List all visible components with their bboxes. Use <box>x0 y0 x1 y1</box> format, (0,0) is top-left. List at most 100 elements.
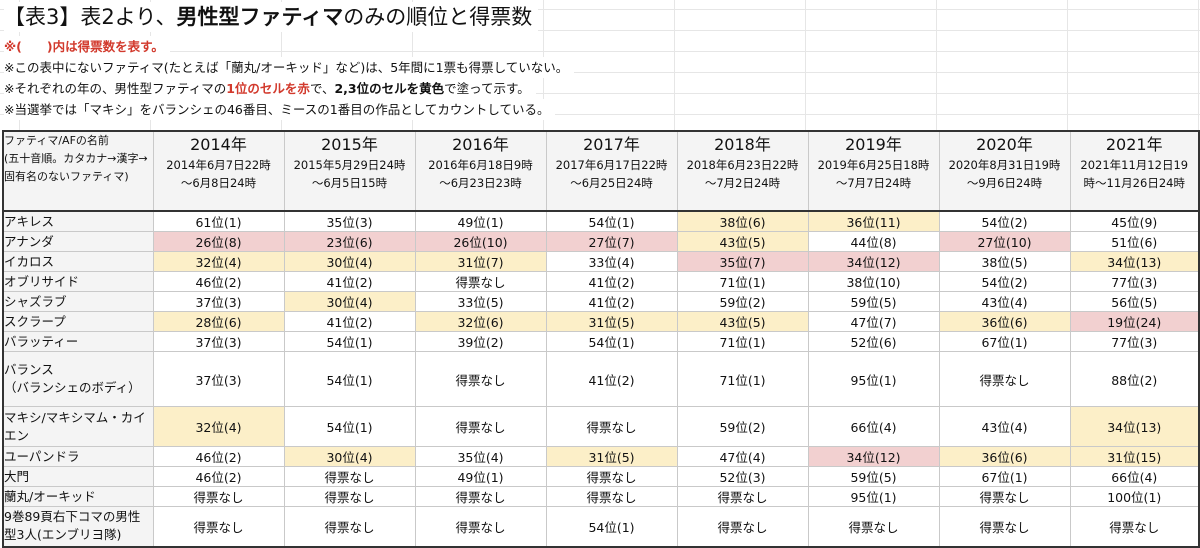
table-row: シャズラブ 37位(3) 30位(4) 33位(5) 41位(2) 59位(2) 59位(5… <box>2 291 1200 312</box>
rank-cell: 61位(1) <box>152 210 285 232</box>
rank-cell: 得票なし <box>283 486 416 507</box>
rank-cell: 46位(2) <box>152 466 285 487</box>
fatima-name-cell: アキレス <box>2 210 154 232</box>
year-column-header: 2017年 2017年6月17日22時 〜6月25日24時 <box>545 130 678 212</box>
rank-cell: 71位(1) <box>676 271 809 292</box>
rank-cell: 38位(5) <box>938 251 1071 272</box>
ranking-table: ファティマ/AFの名前 (五十音順。カタカナ→漢字→固有名のないファティマ) 2… <box>2 130 1200 548</box>
table-row: バラッティー 37位(3) 54位(1) 39位(2) 54位(1) 71位(1) 52位(… <box>2 331 1200 352</box>
rank-cell: 得票なし <box>545 406 678 447</box>
rank-cell: 95位(1) <box>807 351 940 407</box>
table-header-row: ファティマ/AFの名前 (五十音順。カタカナ→漢字→固有名のないファティマ) 2… <box>2 130 1200 212</box>
fatima-name-cell: シャズラブ <box>2 291 154 312</box>
rank-cell: 34位(12) <box>807 446 940 467</box>
rank-cell: 得票なし <box>283 466 416 487</box>
year-label: 2017年 <box>583 135 640 154</box>
fatima-name-cell: 9巻89頁右下コマの男性型3人(エンブリヨ隊) <box>2 506 154 547</box>
rank-cell: 54位(1) <box>545 331 678 352</box>
rank-cell: 36位(11) <box>807 210 940 232</box>
table-row: アナンダ 26位(8) 23位(6) 26位(10) 27位(7) 43位(5) 44位(8… <box>2 231 1200 252</box>
rank-cell: 19位(24) <box>1069 311 1200 332</box>
rank-cell: 41位(2) <box>283 311 416 332</box>
rank-cell: 66位(4) <box>1069 466 1200 487</box>
rank-cell: 41位(2) <box>545 351 678 407</box>
rank-cell: 得票なし <box>938 506 1071 547</box>
rank-cell: 26位(8) <box>152 231 285 252</box>
page-title: 【表3】表2より、男性型ファティマのみの順位と得票数 <box>4 2 539 32</box>
rank-cell: 30位(4) <box>283 291 416 312</box>
rank-cell: 得票なし <box>414 406 547 447</box>
rank-cell: 30位(4) <box>283 446 416 467</box>
rank-cell: 得票なし <box>545 486 678 507</box>
table-row: マキシ/マキシマム・カイエン 32位(4) 54位(1) 得票なし 得票なし 59位(2)… <box>2 406 1200 447</box>
rank-cell: 33位(4) <box>545 251 678 272</box>
rank-cell: 32位(6) <box>414 311 547 332</box>
fatima-name-cell: ユーパンドラ <box>2 446 154 467</box>
rank-cell: 47位(7) <box>807 311 940 332</box>
fatima-name-cell: 大門 <box>2 466 154 487</box>
table-row: アキレス 61位(1) 35位(3) 49位(1) 54位(1) 38位(6) 36位(11… <box>2 210 1200 232</box>
year-column-header: 2016年 2016年6月18日9時 〜6月23日23時 <box>414 130 547 212</box>
note-color-legend-a: ※それぞれの年の、男性型ファティマの <box>4 81 227 96</box>
year-column-header: 2018年 2018年6月23日22時 〜7月2日24時 <box>676 130 809 212</box>
year-column-header: 2015年 2015年5月29日24時 〜6月5日15時 <box>283 130 416 212</box>
rank-cell: 49位(1) <box>414 466 547 487</box>
table-body: アキレス 61位(1) 35位(3) 49位(1) 54位(1) 38位(6) 36位(11… <box>2 210 1200 547</box>
title-prefix: 【表3】表2より、 <box>4 5 177 29</box>
rank-cell: 54位(1) <box>283 406 416 447</box>
rank-cell: 59位(5) <box>807 291 940 312</box>
rank-cell: 得票なし <box>676 486 809 507</box>
note-color-legend-red: 1位のセルを赤 <box>226 81 310 96</box>
rank-cell: 35位(4) <box>414 446 547 467</box>
rank-cell: 88位(2) <box>1069 351 1200 407</box>
rank-cell: 44位(8) <box>807 231 940 252</box>
voting-period: 2017年6月17日22時 〜6月25日24時 <box>555 158 668 190</box>
rank-cell: 41位(2) <box>283 271 416 292</box>
rank-cell: 27位(10) <box>938 231 1071 252</box>
rank-cell: 31位(7) <box>414 251 547 272</box>
rank-cell: 31位(5) <box>545 311 678 332</box>
table-row: ユーパンドラ 46位(2) 30位(4) 35位(4) 31位(5) 47位(4) 34位(… <box>2 446 1200 467</box>
rank-cell: 得票なし <box>938 486 1071 507</box>
table-row: バランス （バランシェのボディ） 37位(3) 54位(1) 得票なし 41位(2) 71… <box>2 351 1200 407</box>
voting-period: 2021年11月12日19 時〜11月26日24時 <box>1080 158 1189 190</box>
rank-cell: 31位(5) <box>545 446 678 467</box>
rank-cell: 67位(1) <box>938 331 1071 352</box>
voting-period: 2020年8月31日19時 〜9月6日24時 <box>948 158 1061 190</box>
note-color-legend-c: で、 <box>309 81 335 96</box>
rank-cell: 得票なし <box>414 506 547 547</box>
year-column-header: 2019年 2019年6月25日18時 〜7月7日24時 <box>807 130 940 212</box>
rank-cell: 46位(2) <box>152 446 285 467</box>
fatima-name-cell: バラッティー <box>2 331 154 352</box>
rank-cell: 54位(2) <box>938 210 1071 232</box>
rank-cell: 32位(4) <box>152 406 285 447</box>
rank-cell: 34位(13) <box>1069 406 1200 447</box>
voting-period: 2019年6月25日18時 〜7月7日24時 <box>817 158 930 190</box>
rank-cell: 34位(12) <box>807 251 940 272</box>
rank-cell: 52位(6) <box>807 331 940 352</box>
name-column-header: ファティマ/AFの名前 (五十音順。カタカナ→漢字→固有名のないファティマ) <box>2 130 154 212</box>
rank-cell: 得票なし <box>938 351 1071 407</box>
voting-period: 2014年6月7日22時 〜6月8日24時 <box>166 158 271 190</box>
rank-cell: 41位(2) <box>545 291 678 312</box>
rank-cell: 59位(5) <box>807 466 940 487</box>
rank-cell: 36位(6) <box>938 311 1071 332</box>
year-label: 2015年 <box>321 135 378 154</box>
fatima-name-cell: バランス （バランシェのボディ） <box>2 351 154 407</box>
rank-cell: 36位(6) <box>938 446 1071 467</box>
rank-cell: 得票なし <box>414 486 547 507</box>
note-maxi-count: ※当選挙では「マキシ」をバランシェの46番目、ミースの1番目の作品としてカウント… <box>4 99 556 120</box>
rank-cell: 71位(1) <box>676 351 809 407</box>
rank-cell: 30位(4) <box>283 251 416 272</box>
table-row: 9巻89頁右下コマの男性型3人(エンブリヨ隊) 得票なし 得票なし 得票なし 54位(1… <box>2 506 1200 547</box>
rank-cell: 52位(3) <box>676 466 809 487</box>
rank-cell: 77位(3) <box>1069 331 1200 352</box>
fatima-name-cell: マキシ/マキシマム・カイエン <box>2 406 154 447</box>
table-row: 蘭丸/オーキッド 得票なし 得票なし 得票なし 得票なし 得票なし 95位(1) 得票なし 10… <box>2 486 1200 507</box>
rank-cell: 得票なし <box>807 506 940 547</box>
rank-cell: 得票なし <box>283 506 416 547</box>
rank-cell: 59位(2) <box>676 291 809 312</box>
year-column-header: 2014年 2014年6月7日22時 〜6月8日24時 <box>152 130 285 212</box>
rank-cell: 67位(1) <box>938 466 1071 487</box>
note-missing-fatima: ※この表中にないファティマ(たとえば「蘭丸/オーキッド」など)は、5年間に1票も… <box>4 57 575 78</box>
